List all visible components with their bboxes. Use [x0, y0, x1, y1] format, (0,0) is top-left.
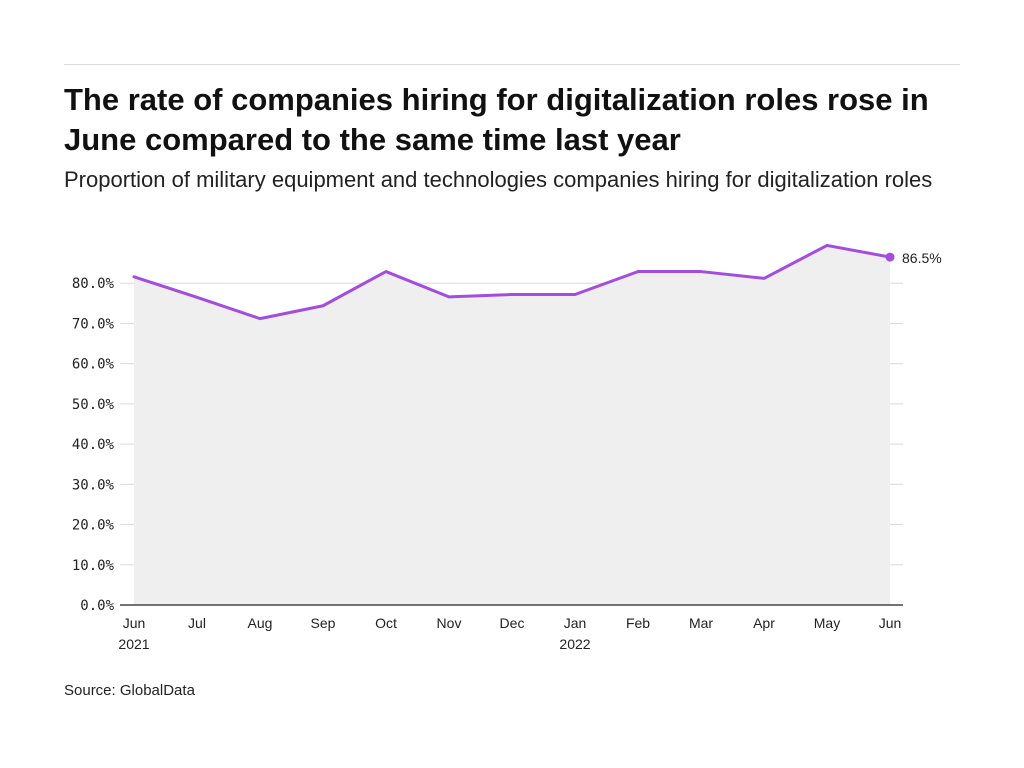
end-value-label: 86.5%: [902, 250, 942, 266]
x-tick-label: Jan 2022: [559, 615, 590, 652]
x-tick-label: Aug: [248, 615, 273, 631]
series-line: [132, 243, 892, 321]
chart-title: The rate of companies hiring for digital…: [64, 82, 929, 157]
area-shape: [134, 245, 890, 605]
series-line-path: [132, 243, 892, 321]
x-tick-label: Oct: [375, 615, 397, 631]
x-tick-label: Dec: [500, 615, 525, 631]
y-tick-label: 70.0%: [72, 316, 115, 332]
x-tick-label: Jun 2021: [118, 615, 149, 652]
y-tick-label: 80.0%: [72, 276, 115, 292]
y-tick-label: 30.0%: [72, 477, 115, 493]
line-chart: 0.0% 10.0% 20.0% 30.0% 40.0% 50.0% 60.0% 70.0% 8…: [72, 243, 942, 652]
end-point: [885, 252, 895, 262]
series-points: 86.5%: [885, 250, 942, 266]
x-tick-label: May: [814, 615, 840, 631]
x-tick-label: Apr: [753, 615, 775, 631]
source-note: Source: GlobalData: [64, 682, 195, 699]
y-tick-label: 40.0%: [72, 437, 115, 453]
x-tick-label: Jul: [188, 615, 206, 631]
x-tick-label: Feb: [626, 615, 650, 631]
y-tick-label: 20.0%: [72, 518, 115, 534]
x-tick-label: Jun: [879, 615, 902, 631]
chart-subtitle: Proportion of military equipment and tec…: [64, 167, 933, 192]
y-axis-ticks: 0.0% 10.0% 20.0% 30.0% 40.0% 50.0% 60.0% 70.0% 8…: [72, 276, 115, 614]
x-tick-label: Sep: [311, 615, 336, 631]
y-tick-label: 50.0%: [72, 397, 115, 413]
y-tick-label: 60.0%: [72, 357, 115, 373]
area-fill: [134, 245, 890, 605]
x-axis-ticks: Jun 2021 Jul Aug Sep Oct Nov Dec Jan 2022 Feb Mar Ap…: [118, 615, 901, 652]
top-divider: [64, 64, 960, 65]
y-tick-label: 10.0%: [72, 558, 115, 574]
x-tick-label: Mar: [689, 615, 713, 631]
x-tick-label: Nov: [437, 615, 462, 631]
y-tick-label: 0.0%: [80, 598, 114, 614]
